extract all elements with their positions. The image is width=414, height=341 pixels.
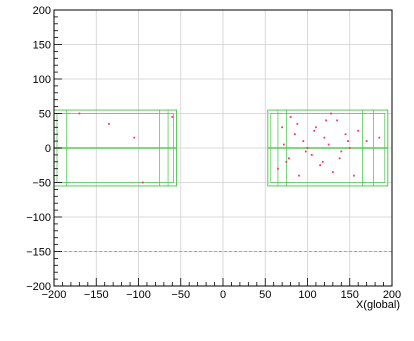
data-point (313, 129, 316, 132)
data-point (78, 112, 81, 115)
x-tick-label: −50 (171, 289, 190, 301)
data-point (319, 164, 322, 167)
data-point (357, 129, 360, 132)
x-axis-title: X(global) (356, 299, 400, 311)
y-tick-label: 50 (39, 109, 51, 121)
data-point (282, 143, 285, 146)
data-point (340, 150, 343, 153)
data-point (288, 157, 290, 160)
data-point (108, 122, 110, 125)
y-tick-label: −50 (32, 178, 51, 190)
data-point (378, 136, 381, 139)
data-point (348, 147, 351, 149)
data-point (296, 122, 299, 125)
y-tick-label: −200 (26, 281, 51, 293)
x-tick-label: 200 (383, 289, 401, 301)
data-point (133, 136, 136, 139)
data-point (293, 133, 296, 136)
data-point (338, 157, 341, 160)
data-point (323, 136, 326, 139)
data-point (327, 143, 330, 146)
data-point (277, 167, 279, 170)
data-point (331, 171, 334, 174)
x-tick-label: 100 (298, 289, 316, 301)
axis-ticks (53, 9, 393, 287)
y-tick-label: −100 (26, 212, 51, 224)
data-point (336, 119, 338, 122)
data-point (302, 140, 305, 142)
data-point (315, 126, 317, 129)
data-point (321, 160, 324, 163)
data-point (289, 116, 292, 118)
data-point (306, 147, 309, 149)
axis-tick-labels: −200 −150 −100 −50 0 50 100 150 200 −200 −150 −100 −… (26, 5, 401, 301)
x-tick-label: −200 (42, 289, 67, 301)
data-point (304, 150, 307, 153)
x-tick-label: −150 (84, 289, 109, 301)
data-point (347, 140, 349, 142)
y-tick-label: 100 (33, 74, 51, 86)
detector-right-module (267, 109, 389, 187)
data-point (365, 140, 368, 142)
data-point (171, 116, 174, 118)
data-point (310, 154, 313, 156)
data-point (344, 133, 347, 136)
y-tick-label: −150 (26, 247, 51, 259)
detector-outlines (53, 109, 389, 187)
data-point (353, 174, 355, 177)
data-point (285, 160, 288, 163)
data-point (141, 181, 144, 184)
data-points (78, 112, 381, 184)
y-tick-label: 200 (33, 5, 51, 17)
data-point (330, 112, 333, 115)
x-tick-label: 50 (259, 289, 271, 301)
data-point (325, 119, 327, 122)
data-point (281, 126, 284, 129)
x-tick-label: −100 (126, 289, 151, 301)
y-tick-label: 150 (33, 40, 51, 52)
data-point (298, 174, 300, 177)
detector-left-module (53, 109, 178, 187)
x-tick-label: 0 (220, 289, 226, 301)
x-tick-label: 150 (341, 289, 359, 301)
y-tick-label: 0 (45, 143, 51, 155)
